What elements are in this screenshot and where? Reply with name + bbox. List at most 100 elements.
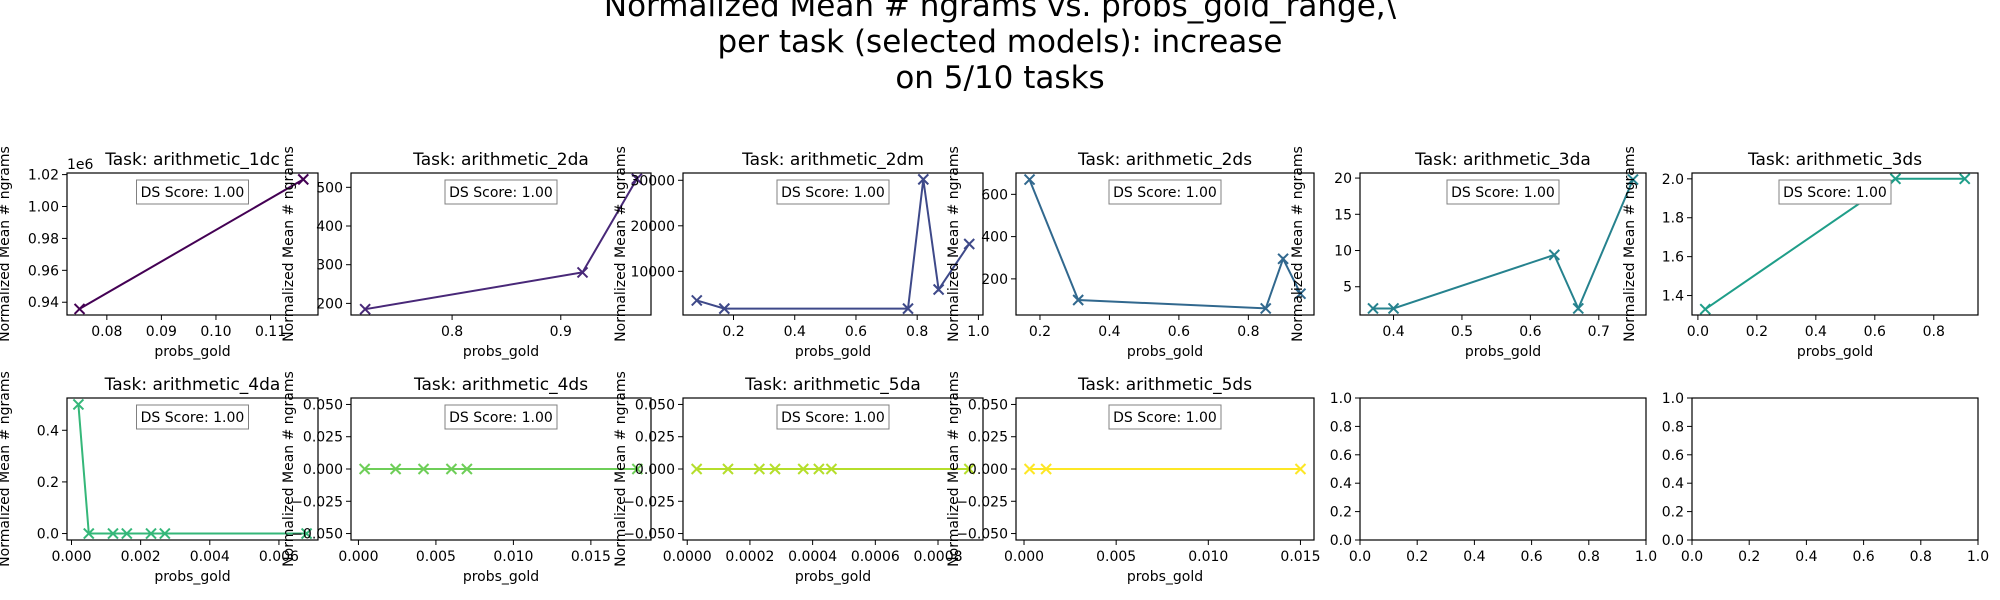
subplot-title: Task: arithmetic_4ds xyxy=(413,375,588,395)
x-tick-label: 0.004 xyxy=(190,549,230,565)
ds-score-label: DS Score: 1.00 xyxy=(141,410,245,426)
x-tick-label: 0.8 xyxy=(1578,549,1600,565)
data-point-marker xyxy=(121,527,133,540)
x-axis-label: probs_gold xyxy=(1127,569,1203,585)
x-axis-label: probs_gold xyxy=(154,569,230,585)
y-tick-label: 20 xyxy=(1334,171,1352,187)
ds-score-label: DS Score: 1.00 xyxy=(449,185,553,201)
subplot-12: 0.0 0.2 0.4 0.6 0.8 1.0 0.0 0.2 0.4 0.6 0.8 1.0 xyxy=(1662,391,1989,565)
data-point-marker xyxy=(73,303,86,315)
axes-frame xyxy=(1691,172,1979,316)
data-point-marker xyxy=(1699,303,1711,315)
y-tick-label: 0.96 xyxy=(28,263,59,279)
y-axis-label: Normalized Mean # ngrams xyxy=(1290,146,1306,342)
axes-frame xyxy=(1015,397,1315,541)
x-tick-label: 0.4 xyxy=(1805,324,1827,340)
axes-frame xyxy=(682,397,984,541)
data-point-marker xyxy=(902,302,914,315)
x-axis-label: probs_gold xyxy=(1127,344,1203,360)
subplot-title: Task: arithmetic_2ds xyxy=(1077,150,1252,170)
data-point-marker xyxy=(1294,287,1307,300)
y-tick-label: −0.050 xyxy=(956,527,1008,543)
ds-score-label: DS Score: 1.00 xyxy=(1783,185,1887,201)
x-tick-label: 0.0006 xyxy=(851,549,900,565)
x-tick-label: 0.11 xyxy=(255,324,286,340)
y-tick-label: 10000 xyxy=(630,264,675,280)
figure-title-line-1: Normalized Mean # ngrams vs. probs_gold_… xyxy=(603,0,1397,24)
y-tick-label: 0.6 xyxy=(1330,448,1352,464)
data-point-marker xyxy=(445,463,458,475)
x-tick-label: 0.0000 xyxy=(663,549,712,565)
subplot-10: Task: arithmetic_5ds 0.000 0.005 0.010 0.015… xyxy=(946,371,1321,585)
y-offset-text: 1e6 xyxy=(67,157,94,173)
axes-frame xyxy=(350,172,652,316)
x-axis-label: probs_gold xyxy=(795,344,871,360)
axes-frame xyxy=(66,172,319,316)
subplot-title: Task: arithmetic_2dm xyxy=(741,150,924,170)
y-tick-label: 1.4 xyxy=(1662,289,1684,305)
series-line xyxy=(696,179,971,310)
y-tick-label: 0.000 xyxy=(303,462,343,478)
y-tick-label: 0.050 xyxy=(635,397,675,413)
x-tick-label: 1.0 xyxy=(967,324,989,340)
series-line xyxy=(78,178,304,310)
y-tick-label: 0.025 xyxy=(968,430,1008,446)
y-tick-label: 30000 xyxy=(630,173,675,189)
y-tick-label: 0.0 xyxy=(1662,533,1684,549)
subplot-title: Task: arithmetic_5da xyxy=(744,375,921,395)
axes-frame xyxy=(350,397,652,541)
x-tick-label: 0.015 xyxy=(571,549,611,565)
ds-score-box xyxy=(1778,179,1892,205)
subplot-title: Task: arithmetic_2da xyxy=(412,150,589,170)
subplot-2: Task: arithmetic_2da 0.8 0.9 200 300 400 500 pr… xyxy=(281,146,652,360)
data-point-marker xyxy=(72,398,85,411)
x-tick-label: 0.015 xyxy=(1280,549,1320,565)
subplot-title: Task: arithmetic_3ds xyxy=(1747,150,1922,170)
subplot-3: Task: arithmetic_2dm 0.2 0.4 0.6 0.8 1.0 10000… xyxy=(613,146,990,360)
y-tick-label: 0.000 xyxy=(968,462,1008,478)
y-axis-label: Normalized Mean # ngrams xyxy=(613,146,629,342)
y-axis-label: Normalized Mean # ngrams xyxy=(946,371,962,567)
y-tick-label: 20000 xyxy=(630,219,675,235)
x-tick-label: 0.0 xyxy=(1687,324,1709,340)
y-tick-label: 600 xyxy=(981,187,1008,203)
subplot-8: Task: arithmetic_4ds 0.000 0.005 0.010 0.015… xyxy=(281,371,652,585)
data-point-marker xyxy=(300,527,313,540)
figure-title-line-2: per task (selected models): increase xyxy=(717,24,1283,60)
data-point-marker xyxy=(359,303,371,315)
y-tick-label: 300 xyxy=(316,258,343,274)
x-tick-label: 0.2 xyxy=(1738,549,1760,565)
x-tick-label: 0.2 xyxy=(1406,549,1428,565)
data-point-marker xyxy=(631,173,643,185)
y-tick-label: 500 xyxy=(316,180,343,196)
y-tick-label: 0.0 xyxy=(1330,533,1352,549)
y-tick-label: 0.8 xyxy=(1662,419,1684,435)
y-tick-label: 10 xyxy=(1334,244,1352,260)
x-tick-label: 0.6 xyxy=(1519,324,1541,340)
y-tick-label: 0.4 xyxy=(1330,476,1352,492)
x-axis-label: probs_gold xyxy=(795,569,871,585)
x-tick-label: 0.4 xyxy=(1382,324,1404,340)
axes-frame xyxy=(1015,172,1315,316)
y-axis-label: Normalized Mean # ngrams xyxy=(281,371,297,567)
y-tick-label: 0.0 xyxy=(37,527,59,543)
x-tick-label: 0.4 xyxy=(784,324,806,340)
y-axis-label: Normalized Mean # ngrams xyxy=(0,146,13,342)
subplot-6: Task: arithmetic_3ds 0.0 0.2 0.4 0.6 0.8 1.4 1.… xyxy=(1622,146,1979,360)
x-tick-label: 0.000 xyxy=(51,549,91,565)
x-tick-label: 0.9 xyxy=(550,324,572,340)
ds-score-box xyxy=(136,404,249,430)
subplot-11: 0.0 0.2 0.4 0.6 0.8 1.0 0.0 0.2 0.4 0.6 0.8 1.0 xyxy=(1330,391,1657,565)
data-point-marker xyxy=(297,173,309,186)
y-axis-label: Normalized Mean # ngrams xyxy=(281,146,297,342)
data-point-marker xyxy=(797,463,809,475)
data-point-marker xyxy=(963,238,975,250)
x-tick-label: 1.0 xyxy=(1967,549,1989,565)
y-tick-label: 0.94 xyxy=(28,295,59,311)
axes-frame xyxy=(1359,397,1647,541)
data-point-marker xyxy=(83,527,95,540)
data-point-marker xyxy=(1387,302,1400,315)
x-axis-label: probs_gold xyxy=(463,344,539,360)
data-point-marker xyxy=(1627,173,1639,186)
data-point-marker xyxy=(917,173,930,186)
